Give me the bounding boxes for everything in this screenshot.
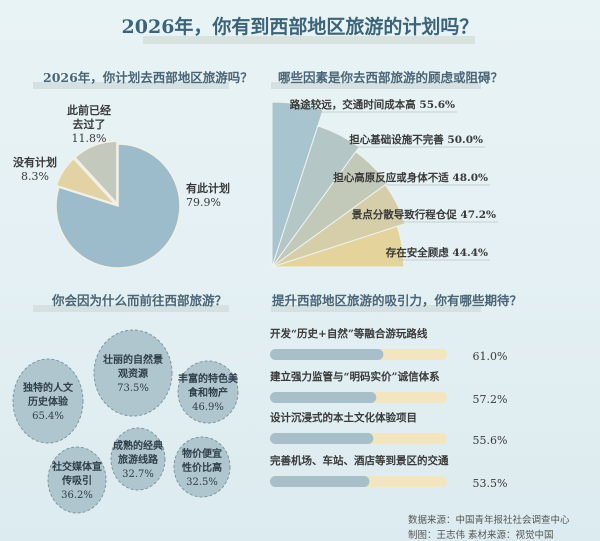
bubble (110, 427, 166, 491)
section-underline (33, 82, 229, 89)
bubble-title: 你会因为什么而前往西部旅游？ (52, 293, 228, 308)
bar-value: 57.2% (473, 393, 508, 406)
fan-sector (271, 183, 406, 268)
fan-sector (271, 101, 324, 268)
bubble-value: 46.9% (192, 402, 224, 413)
pie-slice (55, 143, 181, 269)
bubble-value: 32.5% (186, 477, 218, 488)
pie-value: 11.8% (72, 132, 107, 145)
bubble-label: 食和物产 (187, 386, 228, 399)
bubble-label: 丰富的特色美 (178, 372, 239, 385)
fan-label: 路途较远，交通时间成本高 55.6% (290, 98, 455, 111)
bar-fill (270, 349, 384, 360)
fan-label: 存在安全顾虑 44.4% (386, 246, 488, 259)
bar-value: 55.6% (473, 434, 508, 447)
bubble-value: 32.7% (122, 469, 154, 480)
bar-label: 完善机场、车站、酒店等到景区的交通 (270, 454, 449, 467)
fan-label: 担心高原反应或身体不适 48.0% (333, 171, 488, 184)
bar-value: 53.5% (473, 477, 508, 490)
bubble-label: 旅游线路 (118, 453, 159, 466)
bubble-label: 传吸引 (61, 474, 92, 487)
bubble (93, 329, 173, 417)
page-title: 2026年，你有到西部地区旅游的计划吗？ (121, 16, 479, 38)
bubble-value: 65.4% (32, 411, 64, 422)
bar-fill (270, 476, 370, 487)
bubble-label: 成熟的经典 (113, 439, 163, 452)
fan-sector (271, 151, 388, 268)
bubble-label: 性价比高 (181, 461, 222, 474)
section-underline (271, 82, 481, 89)
bubble (173, 436, 231, 498)
bar-value: 61.0% (473, 350, 508, 363)
bar-fill (270, 392, 377, 403)
bubble-value: 73.5% (117, 383, 149, 394)
bars-title: 提升西部地区旅游的吸引力，你有哪些期待？ (272, 293, 523, 308)
pie-label: 此前已经 (67, 103, 111, 117)
section-underline (33, 305, 229, 312)
bubble-label: 历史体验 (28, 395, 69, 408)
bubble (177, 360, 239, 424)
bar-fill (270, 433, 374, 444)
bar-label: 开发“历史+自然”等融合游玩路线 (270, 327, 428, 340)
bubble-label: 社交媒体宣 (51, 460, 102, 473)
bubble-label: 独特的人文 (23, 381, 74, 394)
bubble-label: 物价便宜 (182, 447, 222, 460)
fan-label: 景点分散导致行程仓促 47.2% (351, 208, 496, 221)
title-underline (143, 36, 475, 44)
pie-label: 没有计划 (13, 155, 57, 169)
bar-label: 建立强力监管与“明码实价”诚信体系 (269, 370, 440, 383)
bubble (12, 358, 84, 444)
pie-title: 2026年，你计划去西部地区旅游吗？ (43, 70, 253, 85)
bubble-label: 壮丽的自然景 (103, 353, 163, 366)
credit: 制图：王志伟 素材来源：视觉中国 (408, 530, 554, 541)
fan-label: 担心基础设施不完善 50.0% (349, 133, 483, 146)
fan-title: 哪些因素是你去西部旅游的顾虑或阻碍？ (278, 70, 504, 85)
bubble-label: 观资源 (118, 367, 148, 380)
bar-label: 设计沉浸式的本土文化体验项目 (270, 411, 417, 424)
pie-label: 有此计划 (186, 181, 230, 195)
data-source: 数据来源：中国青年报社社会调查中心 (408, 515, 570, 526)
pie-value: 79.9% (186, 196, 221, 209)
pie-slice (73, 140, 118, 206)
fan-sector (271, 225, 405, 268)
pie-label: 去过了 (73, 117, 106, 131)
pie-value: 8.3% (21, 170, 49, 183)
pie-slice (55, 157, 118, 206)
bubble-value: 36.2% (61, 490, 93, 501)
bubble (47, 446, 107, 514)
section-underline (271, 305, 481, 312)
